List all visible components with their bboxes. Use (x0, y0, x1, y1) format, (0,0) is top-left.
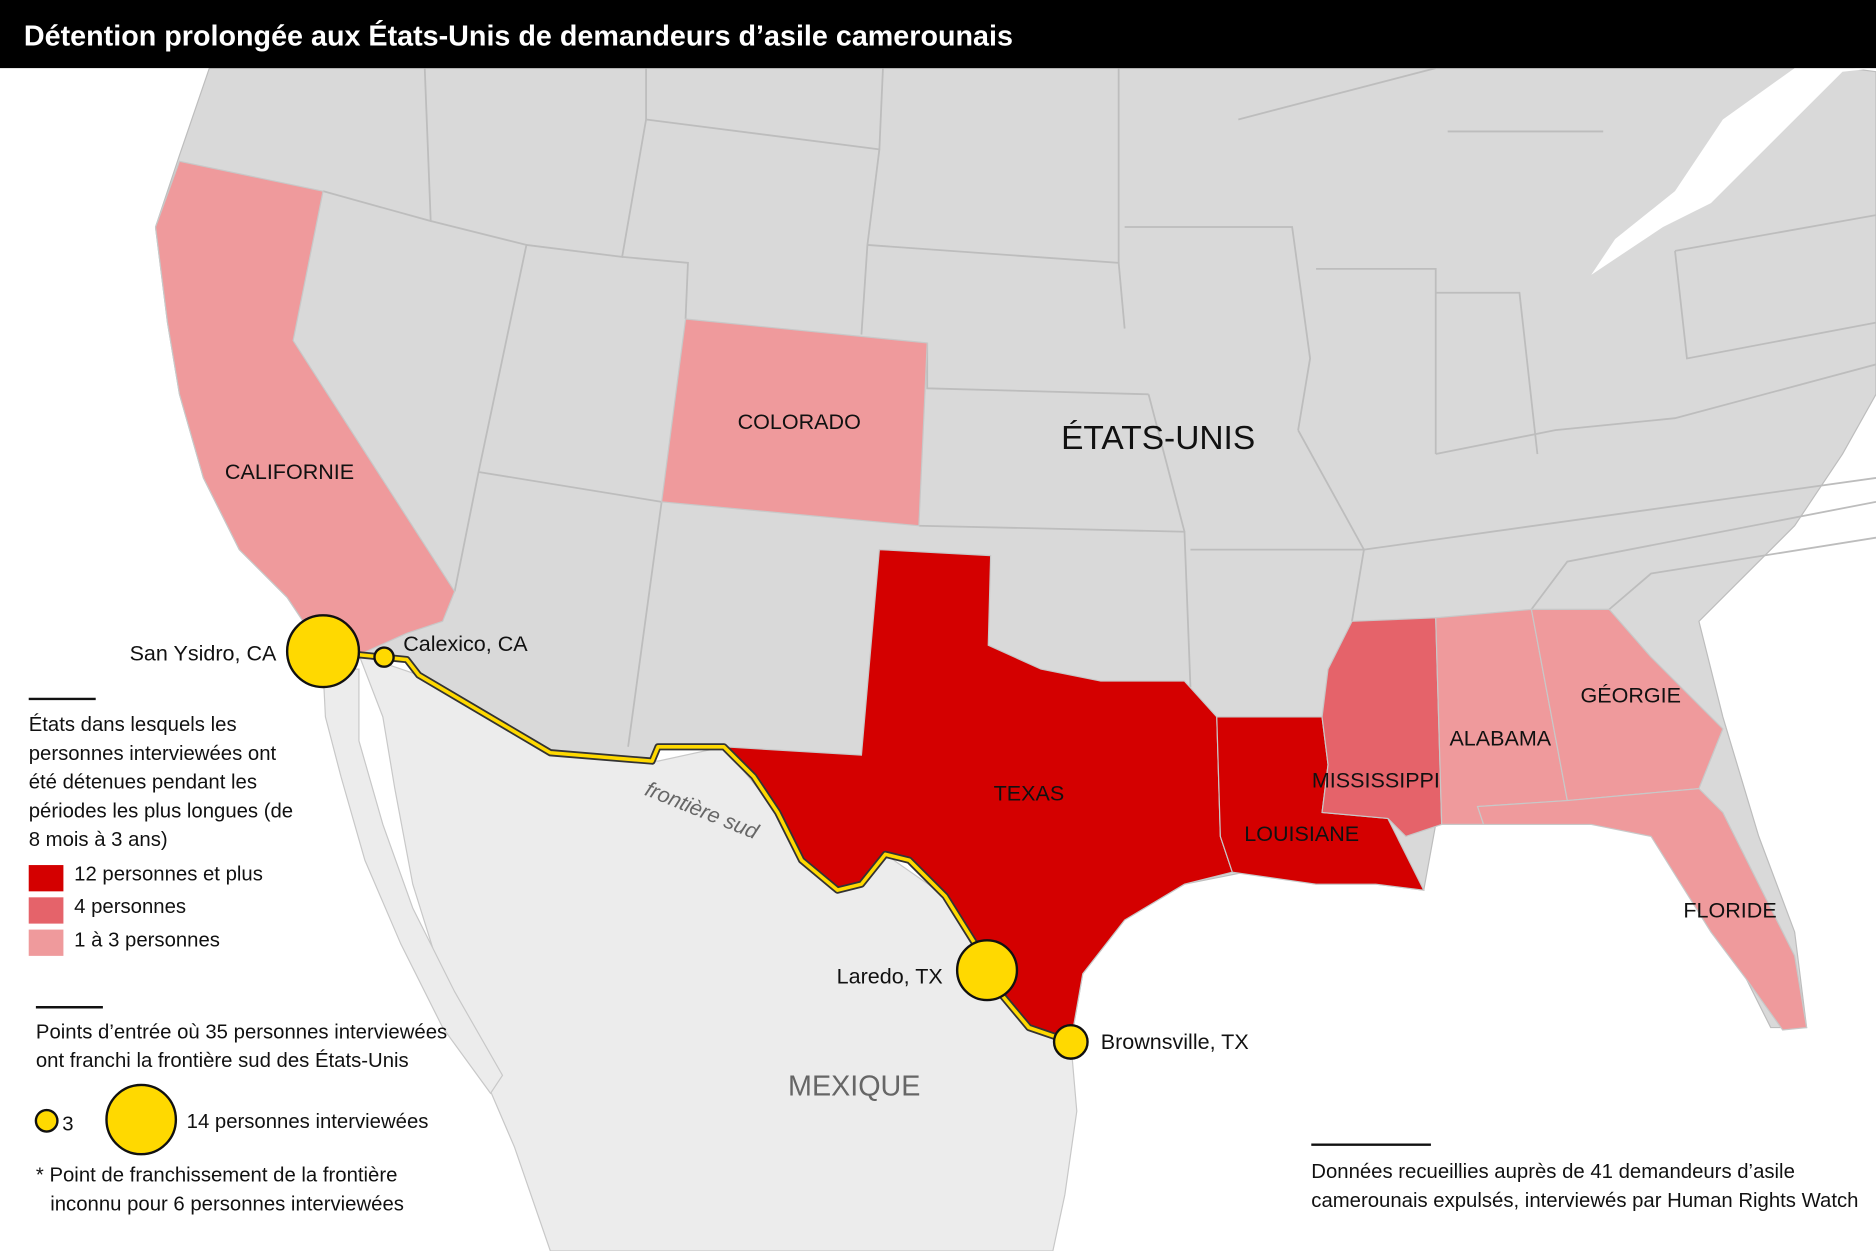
baja-california (322, 668, 504, 1095)
svg-text:3: 3 (62, 1113, 73, 1135)
mexico-land (357, 653, 1078, 1251)
label-brownsville: Brownsville, TX (1101, 1030, 1249, 1054)
svg-text:4 personnes: 4 personnes (74, 896, 186, 918)
swatch-mid (28, 897, 64, 924)
state-colorado (660, 318, 928, 527)
legend-large-circle (105, 1083, 178, 1156)
svg-text:* Point de franchissement de l: * Point de franchissement de la frontièr… (36, 1165, 398, 1187)
svg-text:12 personnes et plus: 12 personnes et plus (74, 864, 263, 886)
legend-small-circle (34, 1108, 59, 1133)
label-mexico: MEXIQUE (788, 1071, 920, 1103)
svg-text:14 personnes interviewées: 14 personnes interviewées (187, 1111, 429, 1133)
legend-states: États dans lesquels les personnes interv… (28, 697, 293, 956)
page-title: Détention prolongée aux États-Unis de de… (24, 18, 1013, 52)
label-usa: ÉTATS-UNIS (1061, 420, 1255, 457)
source-note: Données recueillies auprès de 41 demande… (1311, 1143, 1858, 1212)
label-california: CALIFORNIE (225, 460, 354, 484)
svg-text:États dans lesquels les: États dans lesquels les (29, 713, 237, 736)
svg-text:Points d’entrée où 35 personne: Points d’entrée où 35 personnes intervie… (36, 1021, 447, 1043)
state-florida (1441, 787, 1808, 1031)
label-georgia: GÉORGIE (1580, 683, 1681, 708)
svg-text:inconnu pour 6 personnes inter: inconnu pour 6 personnes interviewées (50, 1193, 404, 1215)
legend-points: Points d’entrée où 35 personnes intervie… (34, 1006, 447, 1215)
svg-text:ont franchi la frontière sud d: ont franchi la frontière sud des États-U… (36, 1049, 409, 1072)
label-mississippi: MISSISSIPPI (1312, 768, 1440, 792)
svg-text:camerounais expulsés, intervie: camerounais expulsés, interviewés par Hu… (1311, 1190, 1858, 1212)
label-florida: FLORIDE (1683, 899, 1776, 923)
swatch-low (28, 929, 64, 956)
svg-text:personnes interviewées ont: personnes interviewées ont (29, 743, 277, 765)
label-laredo: Laredo, TX (837, 964, 943, 988)
svg-text:périodes les plus longues (de: périodes les plus longues (de (29, 800, 293, 822)
svg-text:Données recueillies auprès de: Données recueillies auprès de 41 demande… (1311, 1161, 1795, 1183)
label-louisiana: LOUISIANE (1244, 822, 1359, 846)
svg-text:1 à 3 personnes: 1 à 3 personnes (74, 929, 220, 951)
label-texas: TEXAS (994, 782, 1065, 806)
title-bar (0, 0, 1876, 69)
label-san-ysidro: San Ysidro, CA (130, 642, 277, 666)
marker-calexico[interactable] (373, 646, 395, 668)
label-colorado: COLORADO (738, 410, 861, 434)
svg-text:8 mois à 3 ans): 8 mois à 3 ans) (29, 829, 168, 851)
marker-san-ysidro[interactable] (285, 614, 361, 689)
marker-brownsville[interactable] (1052, 1023, 1089, 1060)
state-mississippi (1321, 617, 1443, 838)
label-calexico: Calexico, CA (403, 632, 528, 656)
label-alabama: ALABAMA (1449, 727, 1551, 751)
svg-text:été détenues pendant les: été détenues pendant les (29, 772, 257, 794)
canada-area (1591, 68, 1876, 275)
swatch-high (28, 865, 64, 892)
marker-laredo[interactable] (955, 939, 1019, 1002)
state-borders (322, 67, 1876, 747)
